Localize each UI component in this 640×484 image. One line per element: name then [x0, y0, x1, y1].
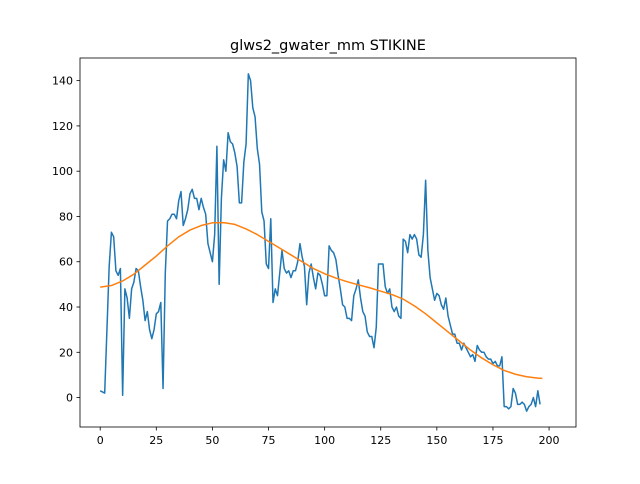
x-tick-label: 50 [205, 434, 219, 447]
x-tick-label: 25 [149, 434, 163, 447]
chart-title: glws2_gwater_mm STIKINE [230, 38, 426, 54]
axes: 0 25 50 75 100 125 150 175 200 0 20 40 60 80 100 120 140 [52, 57, 577, 447]
y-tick-label: 0 [66, 392, 73, 405]
x-tick-label: 0 [97, 434, 104, 447]
y-tick-label: 80 [59, 210, 73, 223]
x-tick-label: 100 [314, 434, 335, 447]
series-line-observed [99, 73, 541, 412]
x-tick-label: 75 [262, 434, 276, 447]
x-tick-label: 200 [539, 434, 560, 447]
y-tick-label: 40 [59, 301, 73, 314]
series-line-smoothed [100, 221, 543, 380]
x-tick-label: 150 [426, 434, 447, 447]
y-tick-label: 20 [59, 346, 73, 359]
x-tick-label: 175 [482, 434, 503, 447]
plot-area [99, 73, 543, 412]
y-tick-label: 140 [52, 75, 73, 88]
y-tick-label: 60 [59, 256, 73, 269]
y-tick-label: 100 [52, 165, 73, 178]
y-tick-label: 120 [52, 120, 73, 133]
axes-frame [79, 57, 577, 428]
x-tick-label: 125 [370, 434, 391, 447]
